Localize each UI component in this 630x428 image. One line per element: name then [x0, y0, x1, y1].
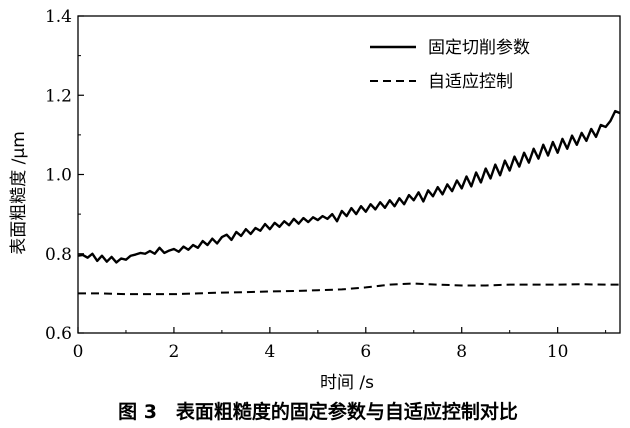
- y-tick-label: 1.0: [45, 166, 72, 186]
- x-tick-label: 10: [547, 342, 569, 362]
- x-axis-ticks: 0 2 4 6 8 10: [73, 327, 607, 362]
- legend-label-fixed-params: 固定切削参数: [428, 38, 530, 58]
- x-tick-label: 2: [169, 342, 180, 362]
- series-layer: [77, 109, 621, 296]
- figure-caption: 图 3 表面粗糙度的固定参数与自适应控制对比: [118, 400, 518, 423]
- y-axis-ticks: 0.6 0.8 1.0 1.2 1.4: [45, 7, 84, 344]
- x-tick-label: 0: [73, 342, 84, 362]
- x-tick-label: 6: [360, 342, 371, 362]
- x-tick-label: 4: [264, 342, 275, 362]
- series-line-fixed-params: [77, 109, 621, 264]
- y-tick-label: 0.8: [45, 245, 72, 265]
- x-axis-label: 时间 /s: [320, 373, 374, 393]
- y-axis-label: 表面粗糙度 /μm: [9, 131, 29, 255]
- legend: 固定切削参数 自适应控制: [370, 38, 530, 92]
- x-tick-label: 8: [456, 342, 467, 362]
- series-line-adaptive-control: [78, 282, 620, 296]
- legend-label-adaptive-control: 自适应控制: [428, 72, 513, 92]
- y-tick-label: 0.6: [45, 324, 72, 344]
- y-tick-label: 1.2: [45, 86, 72, 106]
- y-tick-label: 1.4: [45, 7, 72, 27]
